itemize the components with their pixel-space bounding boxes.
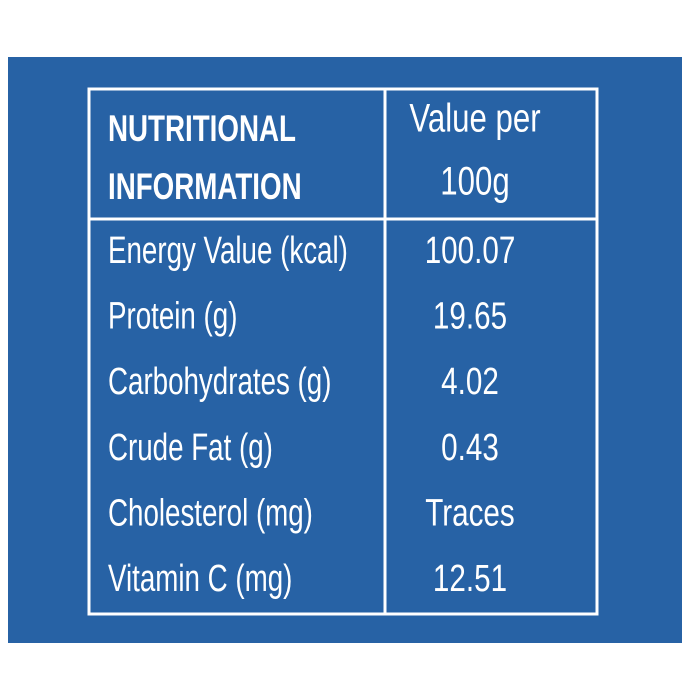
table-cells: NUTRITIONAL INFORMATION Value per 100g Energ… [108,96,541,600]
row-label: Crude Fat (g) [108,427,273,469]
row-label: Carbohydrates (g) [108,361,331,403]
header-label: NUTRITIONAL [108,107,296,149]
row-label: Cholesterol (mg) [108,492,313,534]
row-label: Vitamin C (mg) [108,558,292,600]
header-label: INFORMATION [108,165,302,207]
row-value: Traces [425,492,514,534]
row-value: 0.43 [441,426,499,468]
row-value: 19.65 [433,295,507,337]
row-value: 4.02 [441,361,499,403]
row-value: 12.51 [433,558,507,600]
table-border [87,87,599,616]
panel [8,57,682,643]
row-label: Protein (g) [108,296,237,338]
header-value: 100g [440,159,509,204]
row-label: Energy Value (kcal) [108,230,348,272]
row-value: 100.07 [425,230,516,272]
header-value: Value per [409,96,540,141]
